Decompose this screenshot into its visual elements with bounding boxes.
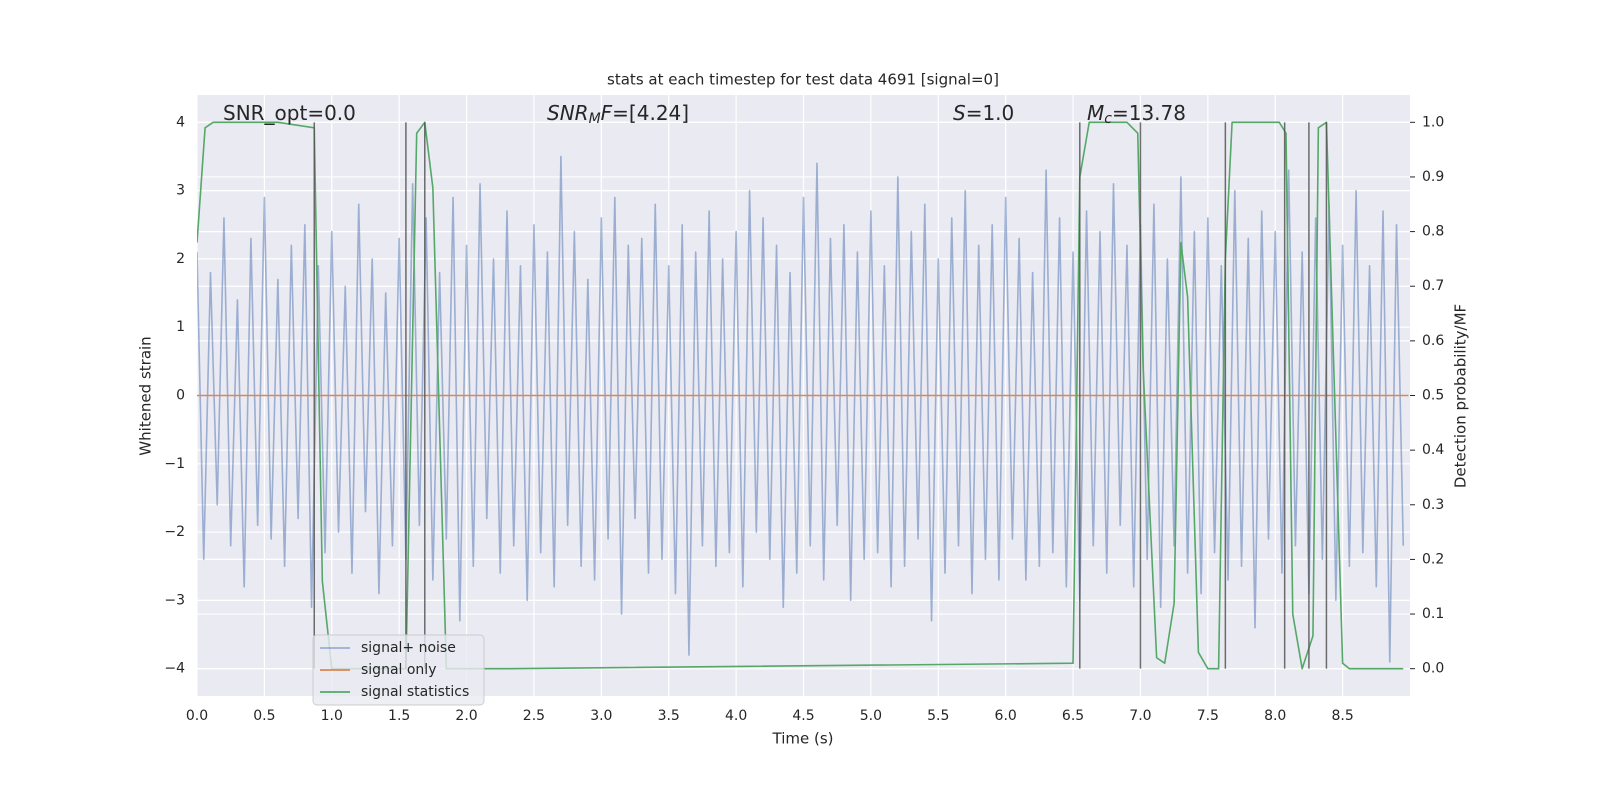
y2-tick-label: 0.7	[1422, 278, 1444, 294]
y-tick-label: −1	[164, 456, 185, 472]
x-tick-label: 4.0	[725, 708, 747, 724]
y2-axis-label: Detection probability/MF	[1452, 304, 1470, 488]
x-tick-label: 3.5	[658, 708, 680, 724]
y-tick-label: −4	[164, 661, 185, 677]
y2-tick-label: 0.1	[1422, 606, 1444, 622]
labels: 0.0 0.5 1.0 1.5 2.0 2.5 3.0 3.5 4.0 4.5 5.0 5.5 6.0 6…	[164, 101, 1444, 725]
annotation-part: c	[1104, 111, 1112, 127]
y-tick-label: −2	[164, 524, 185, 540]
annotation: SNRMF=[4.24]	[547, 101, 689, 128]
x-axis-label: Time (s)	[772, 730, 834, 748]
plot-marks	[197, 121, 1409, 670]
x-tick-label: 2.5	[523, 708, 545, 724]
annotation-part: =[4.24]	[612, 101, 689, 125]
y2-tick-label: 0.4	[1422, 442, 1444, 458]
legend-label: signal only	[361, 662, 436, 678]
y2-tick-label: 0.5	[1422, 388, 1444, 404]
x-tick-label: 3.0	[590, 708, 612, 724]
series-line	[197, 121, 1404, 670]
x-tick-label: 1.5	[388, 708, 410, 724]
annotation-part: SNR	[547, 101, 589, 125]
x-tick-label: 0.5	[253, 708, 275, 724]
annotation-part: =13.78	[1112, 101, 1186, 125]
x-tick-label: 8.5	[1331, 708, 1353, 724]
annotation-part: =1.0	[966, 101, 1015, 125]
legend-label: signal+ noise	[361, 640, 456, 656]
x-tick-label: 2.0	[455, 708, 477, 724]
x-tick-label: 6.5	[1062, 708, 1084, 724]
y2-tick-label: 0.2	[1422, 551, 1444, 567]
y2-tick-label: 0.6	[1422, 333, 1444, 349]
y-tick-label: 2	[176, 251, 185, 267]
y-tick-label: 4	[176, 114, 185, 130]
legend-label: signal statistics	[361, 684, 469, 700]
y-tick-label: 0	[176, 388, 185, 404]
x-tick-label: 4.5	[792, 708, 814, 724]
annotation: S=1.0	[953, 101, 1014, 125]
x-tick-label: 7.5	[1197, 708, 1219, 724]
x-tick-label: 8.0	[1264, 708, 1286, 724]
annotation: Mc=13.78	[1087, 101, 1186, 128]
y-axis-label: Whitened strain	[137, 336, 155, 455]
y2-tick-label: 0.8	[1422, 224, 1444, 240]
legend-box	[312, 634, 485, 706]
x-tick-label: 7.0	[1129, 708, 1151, 724]
chart-title: stats at each timestep for test data 469…	[607, 71, 999, 89]
annotation-part: SNR_opt=0.0	[223, 101, 356, 125]
annotation-part: F	[601, 101, 613, 125]
y2-tick-label: 0.3	[1422, 497, 1444, 513]
x-tick-label: 5.0	[860, 708, 882, 724]
y-tick-label: 1	[176, 319, 185, 335]
x-tick-label: 5.5	[927, 708, 949, 724]
y-tick-label: −3	[164, 592, 185, 608]
annotation-part: M	[589, 111, 601, 127]
annotation-part: S	[953, 101, 966, 125]
x-tick-label: 0.0	[186, 708, 208, 724]
annotation-part: M	[1087, 101, 1104, 125]
y2-tick-label: 1.0	[1422, 114, 1444, 130]
x-tick-label: 6.0	[995, 708, 1017, 724]
series-line	[197, 155, 1405, 663]
x-tick-label: 1.0	[321, 708, 343, 724]
y-tick-label: 3	[176, 183, 185, 199]
y2-tick-label: 0.9	[1422, 169, 1444, 185]
annotation: SNR_opt=0.0	[223, 101, 356, 125]
y2-tick-label: 0.0	[1422, 661, 1444, 677]
